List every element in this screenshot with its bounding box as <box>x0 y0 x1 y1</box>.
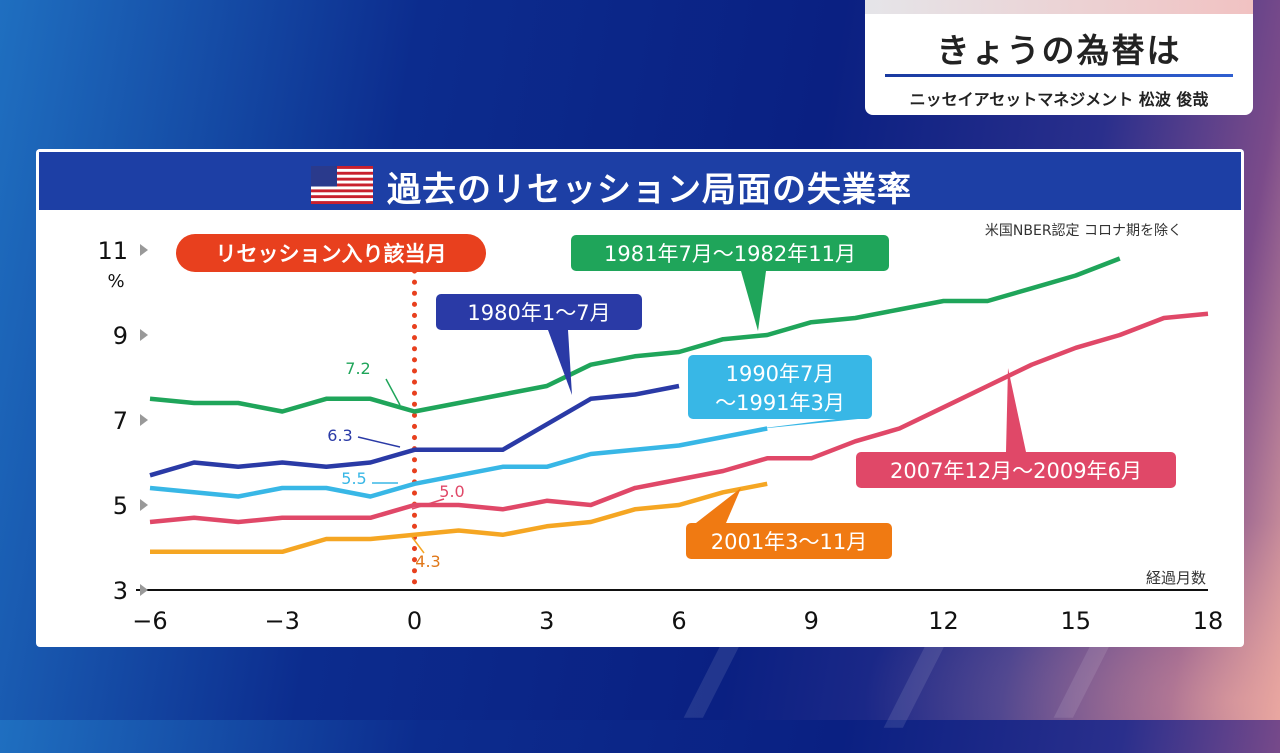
y-tick-marker <box>140 584 148 596</box>
series-label: 2007年12月～2009年6月 <box>890 459 1142 483</box>
series-label-pointer <box>1006 368 1026 452</box>
value-leader-line <box>385 378 401 406</box>
x-tick-label: 0 <box>407 607 422 635</box>
series-label-bg <box>688 355 872 419</box>
series-label: 1980年1～7月 <box>467 301 610 325</box>
series-label-pointer <box>696 488 741 523</box>
x-tick-label: 6 <box>671 607 686 635</box>
chart-note: 米国NBER認定 コロナ期を除く <box>985 223 1182 239</box>
y-tick-label: 5 <box>113 492 128 520</box>
x-tick-label: 3 <box>539 607 554 635</box>
info-box-top-bar <box>865 0 1253 14</box>
x-axis-label: 経過月数 <box>1146 569 1206 587</box>
chart-title: 過去のリセッション局面の失業率 <box>387 170 912 210</box>
x-tick-label: 15 <box>1060 607 1091 635</box>
y-tick-marker <box>140 499 148 511</box>
chart-panel: 過去のリセッション局面の失業率 3 5 7 9 11% −6 −3 0 3 6 9 12 15 18 経過月… <box>36 149 1244 647</box>
start-value-label: 4.3 <box>415 552 440 571</box>
y-tick-marker <box>140 329 148 341</box>
x-tick-label: 9 <box>804 607 819 635</box>
chart-plot: 3 5 7 9 11% −6 −3 0 3 6 9 12 15 18 経過月数 米国NBER認定 コロナ期を除… <box>97 223 1224 635</box>
start-value-label: 6.3 <box>327 426 352 445</box>
y-tick-marker <box>140 244 148 256</box>
recession-label: リセッション入り該当月 <box>216 242 447 266</box>
series-line-s1990 <box>149 426 768 499</box>
recession-label-bg <box>176 234 486 272</box>
series-label-bg <box>571 235 889 271</box>
series-label: 1990年7月 <box>726 362 835 386</box>
start-value-label: 5.0 <box>439 482 464 501</box>
y-tick-label: 11 <box>97 237 128 265</box>
y-tick-label: 9 <box>113 322 128 350</box>
series-line-s2007 <box>149 311 1209 525</box>
x-tick-label: −3 <box>265 607 300 635</box>
series-label: ～1991年3月 <box>715 391 845 415</box>
series-label-bg <box>436 294 642 330</box>
series-label: 2001年3～11月 <box>711 530 868 554</box>
series-label-pointer <box>548 330 572 395</box>
value-leader-line <box>357 436 401 448</box>
y-tick-label: 3 <box>113 577 128 605</box>
program-info-box: きょうの為替は ニッセイアセットマネジメント 松波 俊哉 <box>865 0 1253 115</box>
series-line-s1980 <box>149 383 680 478</box>
info-divider <box>885 74 1233 77</box>
y-tick-marker <box>140 414 148 426</box>
value-leader-line <box>411 536 425 554</box>
x-tick-label: 12 <box>928 607 959 635</box>
us-flag-icon <box>311 166 373 204</box>
commentator-name: ニッセイアセットマネジメント 松波 俊哉 <box>909 90 1209 109</box>
program-title: きょうの為替は <box>936 31 1182 70</box>
x-tick-label: 18 <box>1193 607 1224 635</box>
start-value-label: 5.5 <box>341 469 366 488</box>
chart-header: 過去のリセッション局面の失業率 <box>36 149 1244 213</box>
value-leader-line <box>411 498 445 510</box>
x-tick-label: −6 <box>132 607 167 635</box>
series-label-pointer <box>741 271 766 331</box>
series-label: 1981年7月～1982年11月 <box>604 242 856 266</box>
start-value-label: 7.2 <box>345 359 370 378</box>
series-line-s1981 <box>149 256 1121 414</box>
series-label-bg <box>686 523 892 559</box>
series-label-pointer <box>748 419 858 430</box>
y-axis-unit: % <box>107 271 124 292</box>
series-line-s2001 <box>150 481 768 555</box>
series-label-bg <box>856 452 1176 488</box>
y-tick-label: 7 <box>113 407 128 435</box>
